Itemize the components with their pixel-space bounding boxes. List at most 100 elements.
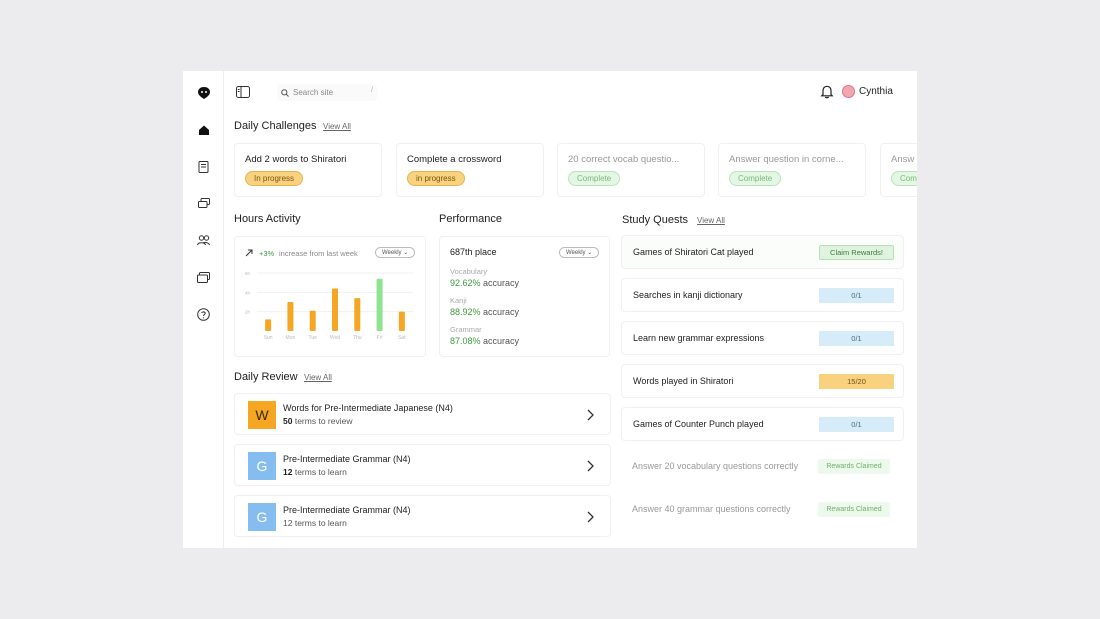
metric-label: Vocabulary	[450, 267, 488, 276]
daily-review-view-all[interactable]: View All	[304, 373, 332, 382]
bar-fri[interactable]	[376, 278, 383, 331]
x-tick-label: Sun	[264, 335, 273, 341]
x-tick-label: Mon	[286, 335, 296, 341]
search-icon	[281, 88, 289, 97]
challenge-card[interactable]: Complete a crossword in progress	[396, 143, 544, 197]
x-tick-label: Fri	[377, 335, 383, 341]
help-icon[interactable]	[195, 306, 212, 323]
metric-label: Grammar	[450, 325, 482, 334]
challenge-card[interactable]: Answ Com	[880, 143, 917, 197]
performance-panel: 687th place Weekly ⌄ Vocabulary 92.62% a…	[439, 236, 610, 357]
quest-item: Answer 40 grammar questions correctly Re…	[621, 493, 904, 527]
quest-name: Learn new grammar expressions	[633, 333, 765, 343]
book-icon[interactable]	[195, 158, 212, 175]
user-name[interactable]: Cynthia	[859, 86, 893, 97]
review-suffix: terms to review	[294, 416, 353, 426]
metric-value: 87.08% accuracy	[450, 336, 519, 346]
review-item[interactable]: G Pre-Intermediate Grammar (N4) 12 terms…	[234, 495, 611, 537]
folders-icon[interactable]	[195, 269, 212, 286]
logo-icon[interactable]	[195, 84, 212, 101]
x-tick-label: Sat	[398, 335, 406, 341]
review-name: Words for Pre-Intermediate Japanese (N4)	[283, 403, 453, 413]
study-quests-title: Study Quests	[622, 214, 689, 226]
quest-name: Games of Counter Punch played	[633, 419, 764, 429]
users-icon[interactable]	[195, 232, 212, 249]
bar-tue[interactable]	[309, 310, 316, 331]
search-input[interactable]: Search site /	[277, 84, 377, 101]
challenge-text: Complete a crossword	[407, 154, 502, 165]
review-item[interactable]: W Words for Pre-Intermediate Japanese (N…	[234, 393, 611, 435]
challenge-card[interactable]: Add 2 words to Shiratori In progress	[234, 143, 382, 197]
review-name: Pre-Intermediate Grammar (N4)	[283, 505, 411, 515]
rewards-claimed-badge: Rewards Claimed	[818, 502, 890, 517]
challenge-card[interactable]: 20 correct vocab questio... Complete	[557, 143, 705, 197]
sidebar-rail	[183, 71, 224, 548]
quest-progress: 0/1	[819, 288, 894, 303]
cards-icon[interactable]	[195, 195, 212, 212]
chevron-right-icon	[587, 460, 594, 472]
chevron-down-icon: ⌄	[587, 250, 593, 256]
challenge-card[interactable]: Answer question in corne... Complete	[718, 143, 866, 197]
avatar[interactable]	[842, 85, 855, 98]
rewards-claimed-badge: Rewards Claimed	[818, 459, 890, 474]
y-tick-label: 2h	[245, 310, 251, 315]
status-badge: in progress	[407, 171, 465, 186]
x-tick-label: Wed	[330, 335, 340, 341]
review-count: 12	[283, 467, 293, 477]
quest-name: Searches in kanji dictionary	[633, 290, 743, 300]
hours-activity-title: Hours Activity	[234, 213, 301, 225]
metric-suffix: accuracy	[483, 278, 520, 288]
x-tick-label: Tue	[308, 335, 317, 341]
daily-review-title: Daily Review	[234, 371, 298, 383]
bell-icon[interactable]	[820, 84, 834, 99]
period-label: Weekly	[382, 250, 402, 256]
claim-rewards-button[interactable]: Claim Rewards!	[819, 245, 894, 260]
metric-value: 92.62% accuracy	[450, 278, 519, 288]
bar-thu[interactable]	[354, 298, 361, 331]
chevron-right-icon	[587, 511, 594, 523]
quest-item[interactable]: Games of Shiratori Cat played Claim Rewa…	[621, 235, 904, 269]
review-item[interactable]: G Pre-Intermediate Grammar (N4) 12 terms…	[234, 444, 611, 486]
bar-sat[interactable]	[398, 311, 405, 331]
metric-label: Kanji	[450, 296, 467, 305]
quest-item[interactable]: Words played in Shiratori 15/20	[621, 364, 904, 398]
status-badge: In progress	[245, 171, 304, 186]
quest-item: Answer 20 vocabulary questions correctly…	[621, 450, 904, 484]
bar-mon[interactable]	[287, 302, 294, 331]
challenge-text: 20 correct vocab questio...	[568, 154, 680, 165]
home-icon[interactable]	[195, 121, 212, 138]
quest-item[interactable]: Searches in kanji dictionary 0/1	[621, 278, 904, 312]
review-badge: G	[248, 503, 276, 531]
metric-percent: 88.92%	[450, 307, 481, 317]
daily-challenges-view-all[interactable]: View All	[323, 122, 351, 131]
chevron-down-icon: ⌄	[403, 250, 409, 256]
status-badge: Complete	[729, 171, 782, 186]
period-select[interactable]: Weekly ⌄	[375, 247, 416, 258]
challenge-text: Add 2 words to Shiratori	[245, 154, 347, 165]
quest-progress: 0/1	[819, 331, 894, 346]
quest-item[interactable]: Learn new grammar expressions 0/1	[621, 321, 904, 355]
review-sub: 50 terms to review	[283, 416, 352, 426]
search-placeholder: Search site	[293, 88, 334, 97]
bar-sun[interactable]	[265, 319, 272, 331]
bar-wed[interactable]	[332, 288, 338, 331]
sidebar-toggle-icon[interactable]	[236, 85, 250, 98]
quest-name: Answer 20 vocabulary questions correctly	[632, 461, 799, 471]
study-quests-view-all[interactable]: View All	[697, 216, 725, 225]
app-window: Search site / Cynthia Daily Challenges V…	[183, 71, 917, 548]
quest-name: Games of Shiratori Cat played	[633, 247, 754, 257]
performance-title: Performance	[439, 213, 502, 225]
review-badge: W	[248, 401, 276, 429]
quest-name: Answer 40 grammar questions correctly	[632, 504, 791, 514]
status-badge: Com	[891, 171, 917, 186]
period-select[interactable]: Weekly ⌄	[559, 247, 600, 258]
quest-progress: 15/20	[819, 374, 894, 389]
trend-value: +3%	[259, 249, 275, 258]
trend-up-icon	[245, 249, 253, 257]
hours-chart: 6h 4h 2h Sun Mon Tue Wed Thu Fri Sat	[245, 271, 413, 341]
trend-text: increase from last week	[279, 249, 358, 258]
metric-percent: 92.62%	[450, 278, 481, 288]
metric-suffix: accuracy	[483, 307, 520, 317]
quest-item[interactable]: Games of Counter Punch played 0/1	[621, 407, 904, 441]
challenge-text: Answ	[891, 154, 915, 165]
